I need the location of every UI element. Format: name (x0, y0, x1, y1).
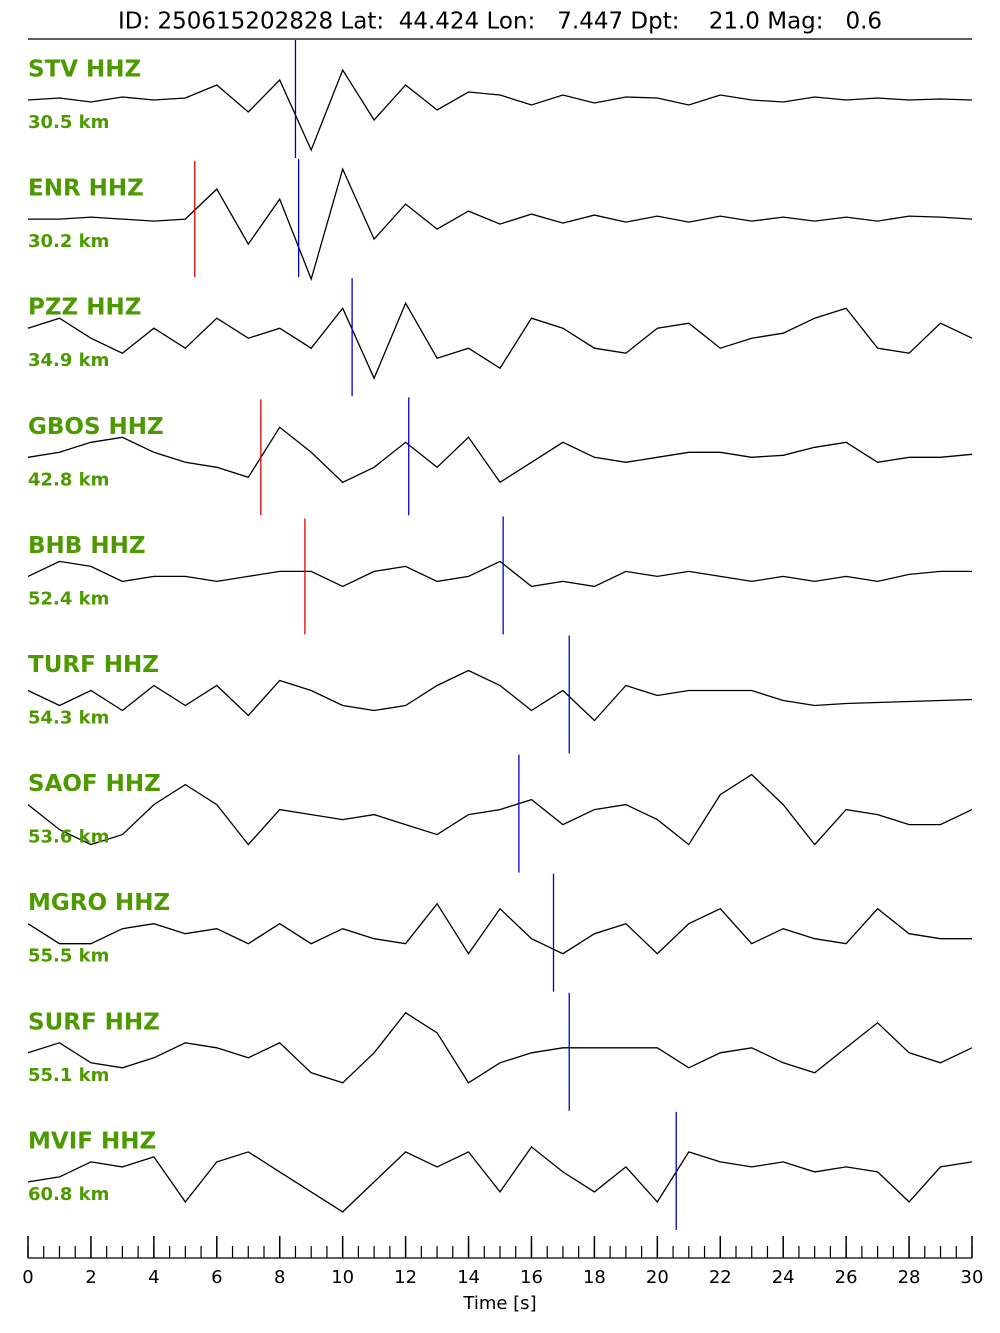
station-name: SAOF HHZ (28, 771, 161, 797)
chart-title: ID: 250615202828 Lat: 44.424 Lon: 7.447 … (118, 9, 882, 35)
station-name: BHB HHZ (28, 533, 146, 559)
station-distance: 55.5 km (28, 946, 109, 967)
station-name: ENR HHZ (28, 176, 144, 202)
waveform (27, 68, 973, 152)
station-distance: 30.2 km (28, 231, 109, 252)
x-tick-label: 18 (583, 1267, 606, 1288)
x-tick-label: 14 (457, 1267, 480, 1288)
waveform (27, 902, 972, 955)
x-tick-label: 4 (148, 1267, 159, 1288)
station-distance: 53.6 km (28, 827, 109, 848)
x-tick-label: 12 (394, 1267, 417, 1288)
x-tick-label: 24 (772, 1267, 795, 1288)
x-tick-label: 2 (85, 1267, 96, 1288)
station-name: TURF HHZ (28, 652, 159, 678)
station-distance: 34.9 km (28, 350, 109, 371)
x-tick-label: 22 (709, 1267, 732, 1288)
waveform (28, 167, 973, 282)
waveform (27, 426, 973, 484)
station-distance: 55.1 km (28, 1065, 109, 1086)
x-tick-label: 30 (961, 1267, 984, 1288)
station-distance: 42.8 km (28, 469, 109, 490)
waveform (27, 1145, 973, 1213)
station-name: MVIF HHZ (28, 1128, 156, 1154)
x-axis-label: Time [s] (462, 1293, 536, 1314)
x-tick-label: 6 (211, 1267, 222, 1288)
waveform (27, 560, 972, 588)
waveform (27, 301, 973, 380)
station-name: PZZ HHZ (28, 295, 141, 321)
waveform (27, 773, 973, 846)
waveform (27, 669, 973, 722)
waveform (27, 1011, 973, 1084)
station-distance: 60.8 km (28, 1184, 109, 1205)
x-tick-label: 16 (520, 1267, 543, 1288)
station-distance: 52.4 km (28, 588, 109, 609)
x-tick-label: 10 (331, 1267, 354, 1288)
x-tick-label: 20 (646, 1267, 669, 1288)
x-tick-label: 26 (835, 1267, 858, 1288)
station-name: SURF HHZ (28, 1009, 160, 1035)
x-tick-label: 0 (22, 1267, 33, 1288)
station-name: STV HHZ (28, 57, 141, 83)
x-tick-label: 28 (898, 1267, 921, 1288)
x-tick-label: 8 (274, 1267, 285, 1288)
station-name: GBOS HHZ (28, 414, 164, 440)
station-name: MGRO HHZ (28, 890, 170, 916)
station-distance: 30.5 km (28, 112, 109, 133)
station-distance: 54.3 km (28, 708, 109, 729)
